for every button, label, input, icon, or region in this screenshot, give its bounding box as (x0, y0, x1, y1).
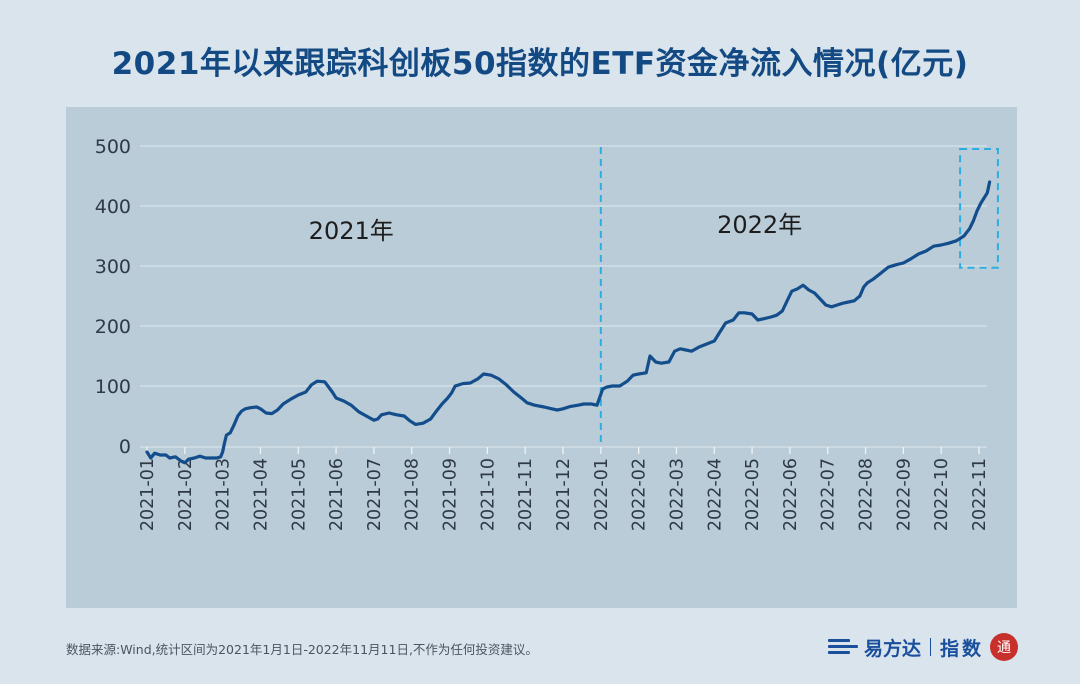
x-tick-label: 2022-08 (857, 458, 877, 531)
x-tick-label: 2021-05 (289, 458, 309, 531)
year-annotation: 2022年 (717, 211, 802, 239)
plot-panel (66, 107, 1017, 608)
x-tick-label: 2021-06 (327, 458, 347, 531)
annotations: 2021年 2022年 (309, 147, 999, 446)
y-tick-label: 200 (95, 316, 131, 338)
x-tick-label: 2022-06 (781, 458, 801, 531)
y-tick-label: 500 (95, 136, 131, 158)
x-tick-label: 2022-05 (743, 458, 763, 531)
x-tick-label: 2022-11 (970, 458, 990, 531)
x-tick-label: 2021-01 (138, 458, 158, 531)
x-tick-label: 2021-02 (176, 458, 196, 531)
y-tick-label: 400 (95, 196, 131, 218)
series-line (145, 180, 992, 465)
x-tick-label: 2022-01 (592, 458, 612, 531)
x-axis: 2021-01 2021-02 2021-03 2021-04 2021-05 2021-… (138, 447, 990, 531)
x-tick-label: 2022-10 (932, 458, 952, 531)
y-tick-label: 0 (119, 436, 131, 458)
x-tick-label: 2021-11 (516, 458, 536, 531)
x-tick-label: 2021-10 (478, 458, 498, 531)
x-tick-label: 2021-09 (441, 458, 461, 531)
x-tick-label: 2021-12 (554, 458, 574, 531)
x-tick-label: 2021-03 (214, 458, 234, 531)
x-tick-label: 2021-07 (365, 458, 385, 531)
efund-logo-icon (827, 638, 858, 656)
x-tick-label: 2022-04 (705, 458, 725, 531)
x-tick-label: 2022-07 (819, 458, 839, 531)
seal-icon: 通 (990, 633, 1018, 661)
chart-title: 2021年以来跟踪科创板50指数的ETF资金净流入情况(亿元) (111, 46, 969, 82)
brand-divider (929, 638, 931, 656)
series-layer (145, 180, 992, 465)
brand-sub: 指数 (939, 637, 984, 660)
highlight-box (959, 148, 999, 269)
x-tick-label: 2021-08 (403, 458, 423, 531)
y-tick-label: 300 (95, 256, 131, 278)
source-note: 数据来源:Wind,统计区间为2021年1月1日-2022年11月11日,不作为… (66, 642, 538, 657)
x-tick-label: 2022-03 (667, 458, 687, 531)
x-tick-label: 2021-04 (251, 458, 271, 531)
brand-logo: 易方达 指数 通 (827, 632, 1018, 662)
y-tick-label: 100 (95, 376, 131, 398)
y-axis: 0 100 200 300 400 500 (95, 136, 131, 458)
x-tick-label: 2022-09 (894, 458, 914, 531)
year-annotation: 2021年 (309, 217, 394, 245)
x-tick-label: 2022-02 (630, 458, 650, 531)
brand-name: 易方达 (863, 637, 921, 660)
